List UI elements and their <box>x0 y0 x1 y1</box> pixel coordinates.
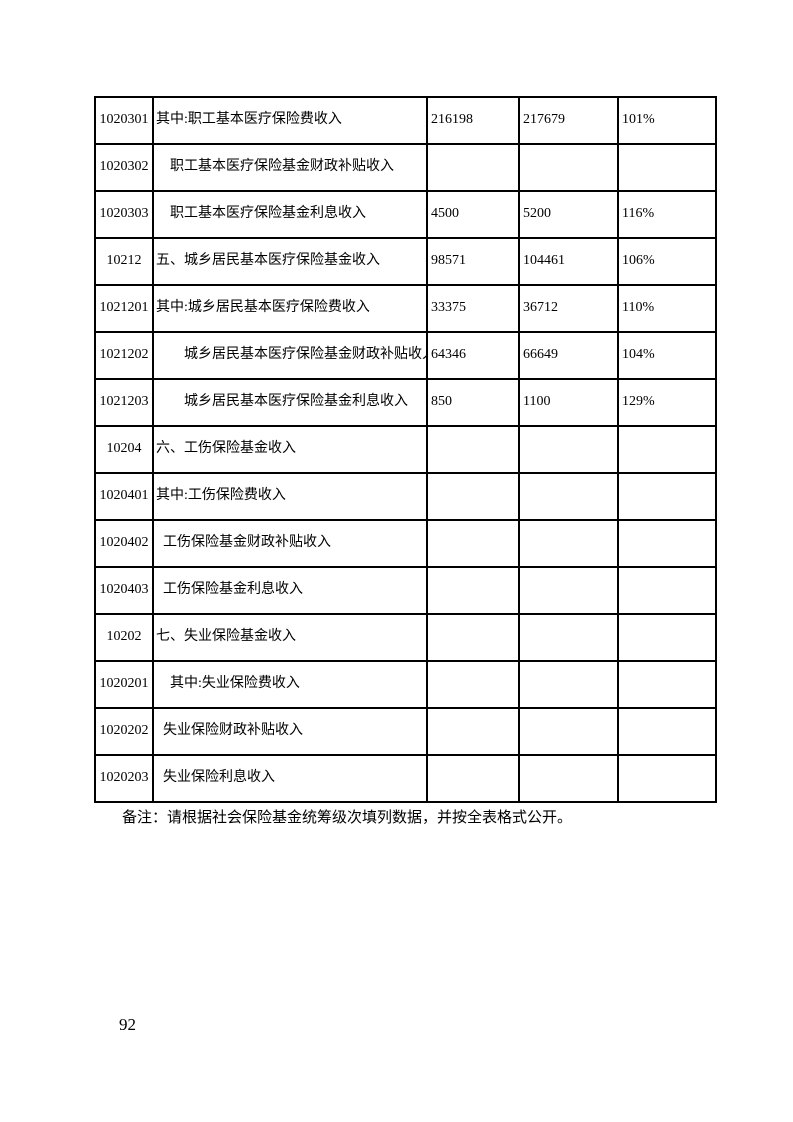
cell-amount-2: 36712 <box>518 284 619 333</box>
cell-code: 10204 <box>94 425 154 474</box>
cell-amount-1 <box>426 754 520 803</box>
cell-percent <box>617 707 717 756</box>
cell-code: 10202 <box>94 613 154 662</box>
cell-amount-1 <box>426 660 520 709</box>
cell-item: 工伤保险基金利息收入 <box>152 566 428 615</box>
table-row: 1020302 职工基本医疗保险基金财政补贴收入 <box>94 143 717 192</box>
table-row: 10202 七、失业保险基金收入 <box>94 613 717 662</box>
cell-amount-1 <box>426 425 520 474</box>
cell-item: 城乡居民基本医疗保险基金利息收入 <box>152 378 428 427</box>
cell-code: 1020301 <box>94 96 154 145</box>
cell-amount-1 <box>426 707 520 756</box>
cell-item: 失业保险利息收入 <box>152 754 428 803</box>
cell-amount-1: 216198 <box>426 96 520 145</box>
cell-amount-2: 5200 <box>518 190 619 239</box>
cell-amount-2 <box>518 660 619 709</box>
table-row: 1020301 其中:职工基本医疗保险费收入 216198 217679 101… <box>94 96 717 145</box>
cell-code: 1021201 <box>94 284 154 333</box>
cell-item: 其中:职工基本医疗保险费收入 <box>152 96 428 145</box>
cell-code: 1021202 <box>94 331 154 380</box>
cell-amount-2 <box>518 613 619 662</box>
table-row: 1020402 工伤保险基金财政补贴收入 <box>94 519 717 568</box>
cell-item: 五、城乡居民基本医疗保险基金收入 <box>152 237 428 286</box>
cell-item: 六、工伤保险基金收入 <box>152 425 428 474</box>
cell-code: 1020402 <box>94 519 154 568</box>
table-row: 1021203 城乡居民基本医疗保险基金利息收入 850 1100 129% <box>94 378 717 427</box>
cell-amount-2 <box>518 472 619 521</box>
cell-item: 其中:失业保险费收入 <box>152 660 428 709</box>
cell-item: 城乡居民基本医疗保险基金财政补贴收入 <box>152 331 428 380</box>
cell-item: 职工基本医疗保险基金利息收入 <box>152 190 428 239</box>
table-row: 10204 六、工伤保险基金收入 <box>94 425 717 474</box>
fund-revenue-table: 1020301 其中:职工基本医疗保险费收入 216198 217679 101… <box>94 96 717 803</box>
cell-amount-2 <box>518 566 619 615</box>
cell-amount-2: 66649 <box>518 331 619 380</box>
cell-amount-2 <box>518 754 619 803</box>
table-row: 1020401 其中:工伤保险费收入 <box>94 472 717 521</box>
cell-percent <box>617 613 717 662</box>
cell-code: 1020201 <box>94 660 154 709</box>
cell-percent: 104% <box>617 331 717 380</box>
cell-amount-1 <box>426 143 520 192</box>
cell-item: 其中:城乡居民基本医疗保险费收入 <box>152 284 428 333</box>
footnote: 备注：请根据社会保险基金统筹级次填列数据，并按全表格式公开。 <box>122 810 573 826</box>
cell-percent <box>617 472 717 521</box>
table-row: 1021201 其中:城乡居民基本医疗保险费收入 33375 36712 110… <box>94 284 717 333</box>
page-number: 92 <box>119 1015 136 1034</box>
cell-percent <box>617 566 717 615</box>
cell-amount-1: 4500 <box>426 190 520 239</box>
cell-percent: 106% <box>617 237 717 286</box>
cell-amount-1: 98571 <box>426 237 520 286</box>
cell-item: 失业保险财政补贴收入 <box>152 707 428 756</box>
cell-amount-2: 217679 <box>518 96 619 145</box>
cell-code: 1020303 <box>94 190 154 239</box>
cell-item: 职工基本医疗保险基金财政补贴收入 <box>152 143 428 192</box>
cell-percent <box>617 143 717 192</box>
table-body: 1020301 其中:职工基本医疗保险费收入 216198 217679 101… <box>94 96 717 803</box>
cell-percent: 116% <box>617 190 717 239</box>
cell-percent <box>617 754 717 803</box>
cell-percent: 101% <box>617 96 717 145</box>
table-row: 1020201 其中:失业保险费收入 <box>94 660 717 709</box>
cell-amount-1 <box>426 613 520 662</box>
cell-amount-2 <box>518 143 619 192</box>
cell-code: 1021203 <box>94 378 154 427</box>
cell-code: 10212 <box>94 237 154 286</box>
cell-amount-1: 33375 <box>426 284 520 333</box>
cell-percent <box>617 519 717 568</box>
cell-percent: 110% <box>617 284 717 333</box>
table-row: 1020203 失业保险利息收入 <box>94 754 717 803</box>
cell-code: 1020403 <box>94 566 154 615</box>
cell-code: 1020302 <box>94 143 154 192</box>
cell-percent <box>617 425 717 474</box>
cell-code: 1020401 <box>94 472 154 521</box>
cell-amount-2 <box>518 425 619 474</box>
cell-code: 1020203 <box>94 754 154 803</box>
cell-percent: 129% <box>617 378 717 427</box>
cell-amount-1: 850 <box>426 378 520 427</box>
table-row: 1020403 工伤保险基金利息收入 <box>94 566 717 615</box>
cell-amount-1: 64346 <box>426 331 520 380</box>
cell-code: 1020202 <box>94 707 154 756</box>
table-row: 10212 五、城乡居民基本医疗保险基金收入 98571 104461 106% <box>94 237 717 286</box>
table-row: 1021202 城乡居民基本医疗保险基金财政补贴收入 64346 66649 1… <box>94 331 717 380</box>
cell-amount-2: 1100 <box>518 378 619 427</box>
cell-amount-2 <box>518 519 619 568</box>
cell-percent <box>617 660 717 709</box>
cell-item: 其中:工伤保险费收入 <box>152 472 428 521</box>
table-row: 1020303 职工基本医疗保险基金利息收入 4500 5200 116% <box>94 190 717 239</box>
cell-amount-1 <box>426 566 520 615</box>
cell-item: 工伤保险基金财政补贴收入 <box>152 519 428 568</box>
table-row: 1020202 失业保险财政补贴收入 <box>94 707 717 756</box>
cell-amount-2: 104461 <box>518 237 619 286</box>
cell-amount-1 <box>426 472 520 521</box>
cell-item: 七、失业保险基金收入 <box>152 613 428 662</box>
cell-amount-2 <box>518 707 619 756</box>
cell-amount-1 <box>426 519 520 568</box>
